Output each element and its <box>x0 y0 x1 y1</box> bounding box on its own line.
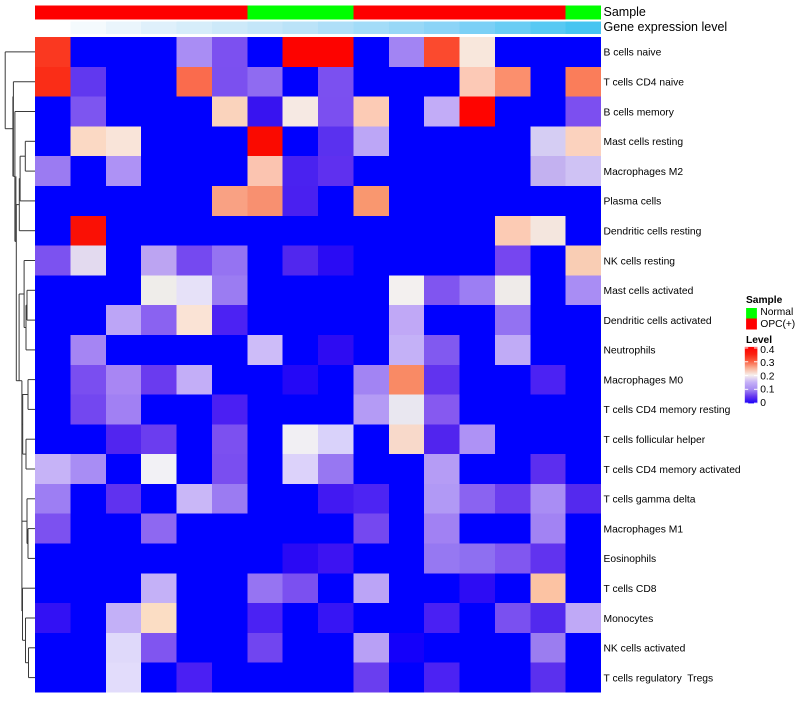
svg-text:Macrophages M0: Macrophages M0 <box>604 375 684 386</box>
svg-text:Normal: Normal <box>760 307 793 318</box>
svg-text:T cells gamma delta: T cells gamma delta <box>604 495 696 506</box>
svg-text:NK cells resting: NK cells resting <box>604 256 676 267</box>
svg-text:T cells CD8: T cells CD8 <box>604 584 657 595</box>
svg-text:Level: Level <box>746 335 772 346</box>
svg-text:T cells follicular helper: T cells follicular helper <box>604 435 706 446</box>
svg-text:0: 0 <box>760 398 766 409</box>
svg-text:T cells regulatory Tregs: T cells regulatory Tregs <box>604 673 714 684</box>
svg-text:T cells CD4 naive: T cells CD4 naive <box>604 78 685 89</box>
svg-text:B cells memory: B cells memory <box>604 107 675 118</box>
svg-text:Macrophages M1: Macrophages M1 <box>604 524 684 535</box>
svg-text:Gene expression level: Gene expression level <box>604 20 728 34</box>
svg-text:Macrophages M2: Macrophages M2 <box>604 167 684 178</box>
svg-text:OPC(+): OPC(+) <box>760 319 795 330</box>
svg-text:Plasma cells: Plasma cells <box>604 197 662 208</box>
svg-text:Dendritic cells activated: Dendritic cells activated <box>604 316 712 327</box>
svg-text:Mast cells resting: Mast cells resting <box>604 137 684 148</box>
svg-text:Dendritic cells resting: Dendritic cells resting <box>604 227 702 238</box>
svg-text:Sample: Sample <box>746 295 783 306</box>
svg-text:B cells naive: B cells naive <box>604 48 662 59</box>
svg-text:Eosinophils: Eosinophils <box>604 554 657 565</box>
svg-text:0.1: 0.1 <box>760 385 775 396</box>
svg-text:Mast cells activated: Mast cells activated <box>604 286 694 297</box>
svg-text:T cells CD4 memory activated: T cells CD4 memory activated <box>604 465 741 476</box>
svg-text:0.3: 0.3 <box>760 358 775 369</box>
svg-text:Sample: Sample <box>604 5 646 19</box>
svg-text:T cells CD4 memory resting: T cells CD4 memory resting <box>604 405 731 416</box>
svg-text:NK cells activated: NK cells activated <box>604 644 686 655</box>
svg-text:Monocytes: Monocytes <box>604 614 654 625</box>
svg-text:0.2: 0.2 <box>760 371 775 382</box>
svg-text:Neutrophils: Neutrophils <box>604 346 656 357</box>
svg-text:0.4: 0.4 <box>760 345 775 356</box>
